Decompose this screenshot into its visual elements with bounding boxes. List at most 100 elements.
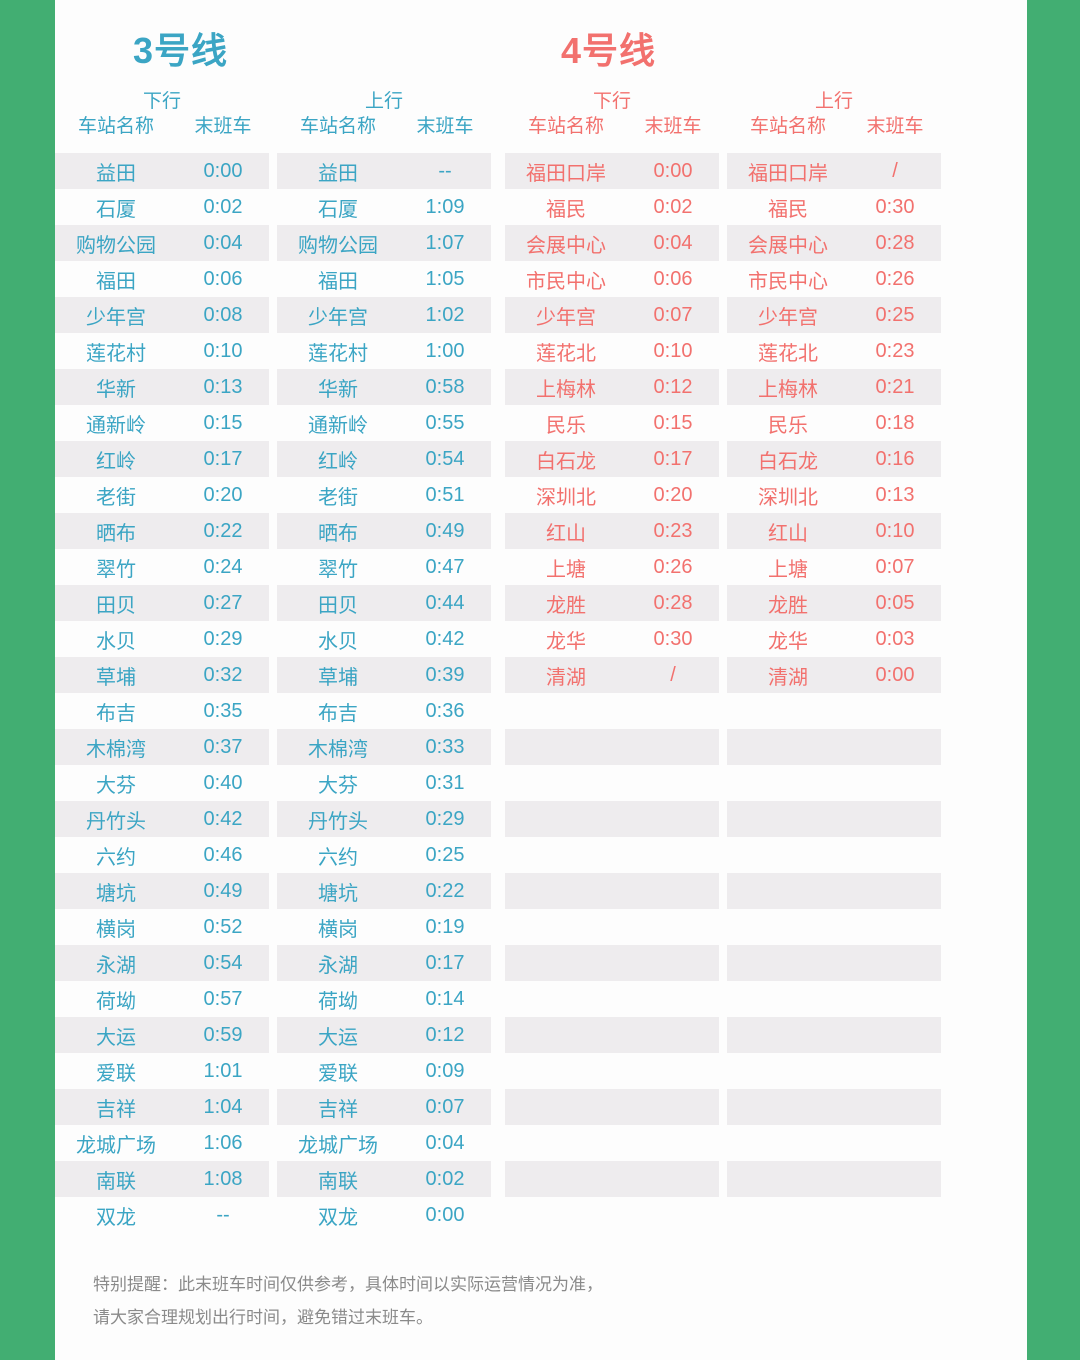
station-name-cell: 清湖 — [768, 666, 808, 689]
station-name-cell: 华新 — [318, 378, 358, 401]
table-row: 永湖 0:54 — [55, 945, 269, 981]
direction-label: 下行 — [592, 91, 631, 112]
station-name-cell: 木棉湾 — [308, 738, 368, 761]
table-row: 布吉 0:36 — [277, 693, 491, 729]
direction-label: 上行 — [814, 91, 853, 112]
column-headers: 下行 车站名称 末班车 上行 车站名称 末班车 下行 车站名称 末班车 上行 车… — [55, 80, 1027, 140]
station-name-cell: 市民中心 — [748, 270, 828, 293]
table-row: 龙胜 0:28 — [505, 585, 719, 621]
table-row — [505, 981, 719, 1017]
table-row — [505, 1053, 719, 1089]
header-last-train: 末班车 — [194, 116, 252, 137]
column-header-line3-down: 下行 车站名称 末班车 — [55, 80, 269, 140]
table-row — [727, 1125, 941, 1161]
table-row: 红山 0:23 — [505, 513, 719, 549]
station-name-cell: 老街 — [318, 486, 358, 509]
table-row: 民乐 0:15 — [505, 405, 719, 441]
station-name-cell: 丹竹头 — [86, 810, 146, 833]
last-train-time-cell: 0:29 — [425, 807, 465, 830]
last-train-time-cell: 0:54 — [203, 951, 243, 974]
table-row — [727, 1089, 941, 1125]
table-row: 荷坳 0:57 — [55, 981, 269, 1017]
table-row: 横岗 0:19 — [277, 909, 491, 945]
last-train-time-cell: 0:59 — [203, 1023, 243, 1046]
table-row: 红岭 0:54 — [277, 441, 491, 477]
table-row: 会展中心 0:28 — [727, 225, 941, 261]
last-train-time-cell: 0:33 — [425, 735, 465, 758]
last-train-time-cell: 0:13 — [875, 483, 915, 506]
header-station-name: 车站名称 — [77, 116, 154, 137]
last-train-time-cell: 1:09 — [425, 195, 465, 218]
table-row: 塘坑 0:22 — [277, 873, 491, 909]
table-row: 大芬 0:40 — [55, 765, 269, 801]
last-train-time-cell: 0:49 — [203, 879, 243, 902]
station-name-cell: 爱联 — [318, 1062, 358, 1085]
last-train-time-cell: 0:06 — [203, 267, 243, 290]
table-row: 大运 0:59 — [55, 1017, 269, 1053]
station-name-cell: 通新岭 — [308, 414, 368, 437]
table-row — [505, 801, 719, 837]
station-name-cell: 老街 — [96, 486, 136, 509]
table-row: 大运 0:12 — [277, 1017, 491, 1053]
last-train-time-cell: 0:39 — [425, 663, 465, 686]
last-train-time-cell: 0:49 — [425, 519, 465, 542]
last-train-time-cell: 0:31 — [425, 771, 465, 794]
station-name-cell: 田贝 — [96, 594, 136, 617]
table-row — [505, 729, 719, 765]
table-row: 少年宫 1:02 — [277, 297, 491, 333]
timetable-tables: 益田 0:00 石厦 0:02 购物公园 0:04 福田 0:06 少年宫 0:08 莲花村 0:10… — [55, 153, 1027, 1233]
station-name-cell: 吉祥 — [318, 1098, 358, 1121]
table-row: 南联 0:02 — [277, 1161, 491, 1197]
station-name-cell: 塘坑 — [318, 882, 358, 905]
last-train-time-cell: 0:00 — [653, 159, 693, 182]
header-last-train: 末班车 — [416, 116, 474, 137]
last-train-time-cell: 0:54 — [425, 447, 465, 470]
station-name-cell: 龙城广场 — [76, 1134, 156, 1157]
table-row — [727, 729, 941, 765]
station-name-cell: 双龙 — [96, 1206, 136, 1229]
column-header-line4-down: 下行 车站名称 末班车 — [505, 80, 719, 140]
table-row — [727, 1161, 941, 1197]
station-name-cell: 爱联 — [96, 1062, 136, 1085]
last-train-time-cell: 0:40 — [203, 771, 243, 794]
last-train-time-cell: 0:00 — [203, 159, 243, 182]
station-name-cell: 龙胜 — [546, 594, 586, 617]
last-train-time-cell: 0:14 — [425, 987, 465, 1010]
table-row — [505, 909, 719, 945]
last-train-time-cell: 0:07 — [875, 555, 915, 578]
table-row: 福田 1:05 — [277, 261, 491, 297]
last-train-time-cell: 0:22 — [425, 879, 465, 902]
station-name-cell: 龙城广场 — [298, 1134, 378, 1157]
table-row: 龙胜 0:05 — [727, 585, 941, 621]
station-name-cell: 龙华 — [546, 630, 586, 653]
last-train-time-cell: 0:32 — [203, 663, 243, 686]
table-row: 益田 -- — [277, 153, 491, 189]
station-name-cell: 市民中心 — [526, 270, 606, 293]
station-name-cell: 晒布 — [96, 522, 136, 545]
last-train-time-cell: 0:03 — [875, 627, 915, 650]
last-train-time-cell: 0:24 — [203, 555, 243, 578]
last-train-time-cell: 0:00 — [875, 663, 915, 686]
station-name-cell: 会展中心 — [526, 234, 606, 257]
table-row — [505, 945, 719, 981]
last-train-time-cell: 0:12 — [653, 375, 693, 398]
line-4-title: 4号线 — [561, 30, 657, 71]
station-name-cell: 红山 — [768, 522, 808, 545]
station-name-cell: 吉祥 — [96, 1098, 136, 1121]
last-train-time-cell: 0:06 — [653, 267, 693, 290]
table-row: 红山 0:10 — [727, 513, 941, 549]
table-row: 上梅林 0:12 — [505, 369, 719, 405]
station-name-cell: 六约 — [96, 846, 136, 869]
table-row: 草埔 0:32 — [55, 657, 269, 693]
station-name-cell: 永湖 — [96, 954, 136, 977]
last-train-time-cell: 0:21 — [875, 375, 915, 398]
table-row — [727, 873, 941, 909]
last-train-time-cell: 0:04 — [203, 231, 243, 254]
last-train-time-cell: 0:13 — [203, 375, 243, 398]
table-row: 翠竹 0:24 — [55, 549, 269, 585]
station-name-cell: 布吉 — [318, 702, 358, 725]
table-row: 六约 0:46 — [55, 837, 269, 873]
last-train-time-cell: 0:27 — [203, 591, 243, 614]
table-row: 田贝 0:27 — [55, 585, 269, 621]
table-row: 白石龙 0:17 — [505, 441, 719, 477]
